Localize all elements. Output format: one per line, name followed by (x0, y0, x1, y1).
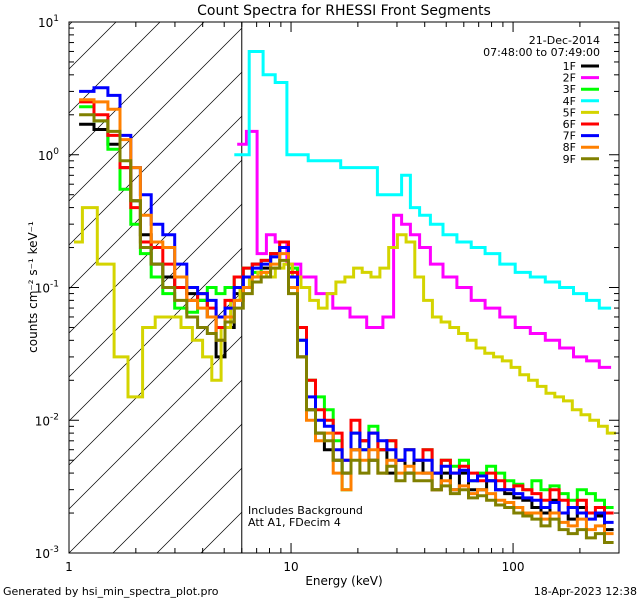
y-tick-label: 100 (38, 147, 59, 163)
series-line-2F (237, 129, 612, 369)
legend-label-6F: 6F (563, 118, 576, 131)
annotation-background: Includes Background (248, 504, 363, 517)
y-tick-label: 101 (38, 14, 59, 30)
legend-label-3F: 3F (563, 83, 576, 96)
series-line-7F (79, 86, 614, 524)
hatch-line (69, 379, 242, 553)
series-line-1F (79, 122, 614, 532)
legend-label-1F: 1F (563, 60, 576, 73)
axis-ticks: 1 10 100 10-3 10-2 10-1 100 101 (35, 14, 620, 574)
series-line-9F (79, 113, 614, 544)
legend-label-4F: 4F (563, 95, 576, 108)
y-tick-label: 10-3 (35, 545, 59, 561)
hatch-line (69, 203, 242, 378)
hatch-line (112, 423, 242, 553)
legend-label-2F: 2F (563, 72, 576, 85)
hatch-line (69, 247, 242, 422)
hatch-line (69, 335, 242, 510)
legend-label-5F: 5F (563, 106, 576, 119)
hatch-line (69, 71, 242, 246)
series-line-5F (74, 206, 616, 435)
footer-generator: Generated by hsi_min_spectra_plot.pro (3, 585, 219, 598)
chart-title: Count Spectra for RHESSI Front Segments (197, 3, 491, 19)
x-axis-label: Energy (keV) (305, 574, 382, 588)
legend-label-8F: 8F (563, 141, 576, 154)
y-tick-label: 10-1 (35, 280, 59, 296)
series-lines (74, 50, 616, 544)
footer-timestamp: 18-Apr-2023 12:38 (534, 585, 637, 598)
hatch-line (69, 22, 161, 114)
date-label: 21-Dec-2014 (529, 34, 600, 47)
annotation-attenuator: Att A1, FDecim 4 (248, 516, 341, 529)
x-tick-label: 1 (65, 560, 73, 574)
x-tick-label: 10 (283, 560, 298, 574)
legend-label-9F: 9F (563, 153, 576, 166)
y-axis-label: counts cm⁻² s⁻¹ keV⁻¹ (26, 221, 40, 353)
legend-label-7F: 7F (563, 130, 576, 143)
x-tick-label: 100 (502, 560, 525, 574)
series-line-4F (234, 50, 612, 310)
y-tick-label: 10-2 (35, 412, 59, 428)
hatch-line (69, 27, 242, 202)
time-range-label: 07:48:00 to 07:49:00 (483, 46, 600, 59)
